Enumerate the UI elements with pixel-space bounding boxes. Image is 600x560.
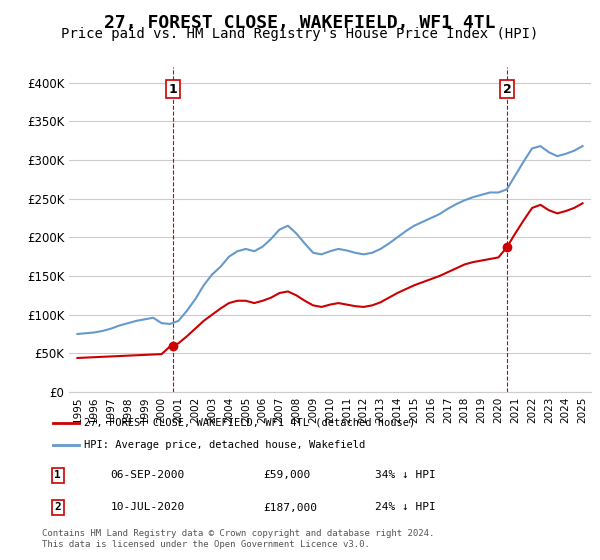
Text: 1: 1 [169, 83, 178, 96]
Text: 34% ↓ HPI: 34% ↓ HPI [374, 470, 436, 480]
Text: 24% ↓ HPI: 24% ↓ HPI [374, 502, 436, 512]
Text: 06-SEP-2000: 06-SEP-2000 [110, 470, 185, 480]
Text: Contains HM Land Registry data © Crown copyright and database right 2024.
This d: Contains HM Land Registry data © Crown c… [42, 529, 434, 549]
Text: 27, FOREST CLOSE, WAKEFIELD, WF1 4TL: 27, FOREST CLOSE, WAKEFIELD, WF1 4TL [104, 14, 496, 32]
Text: 2: 2 [503, 83, 512, 96]
Text: 10-JUL-2020: 10-JUL-2020 [110, 502, 185, 512]
Text: £187,000: £187,000 [264, 502, 318, 512]
Text: HPI: Average price, detached house, Wakefield: HPI: Average price, detached house, Wake… [84, 440, 365, 450]
Text: £59,000: £59,000 [264, 470, 311, 480]
Text: Price paid vs. HM Land Registry's House Price Index (HPI): Price paid vs. HM Land Registry's House … [61, 27, 539, 41]
Text: 2: 2 [55, 502, 61, 512]
Text: 27, FOREST CLOSE, WAKEFIELD, WF1 4TL (detached house): 27, FOREST CLOSE, WAKEFIELD, WF1 4TL (de… [84, 418, 415, 428]
Text: 1: 1 [55, 470, 61, 480]
